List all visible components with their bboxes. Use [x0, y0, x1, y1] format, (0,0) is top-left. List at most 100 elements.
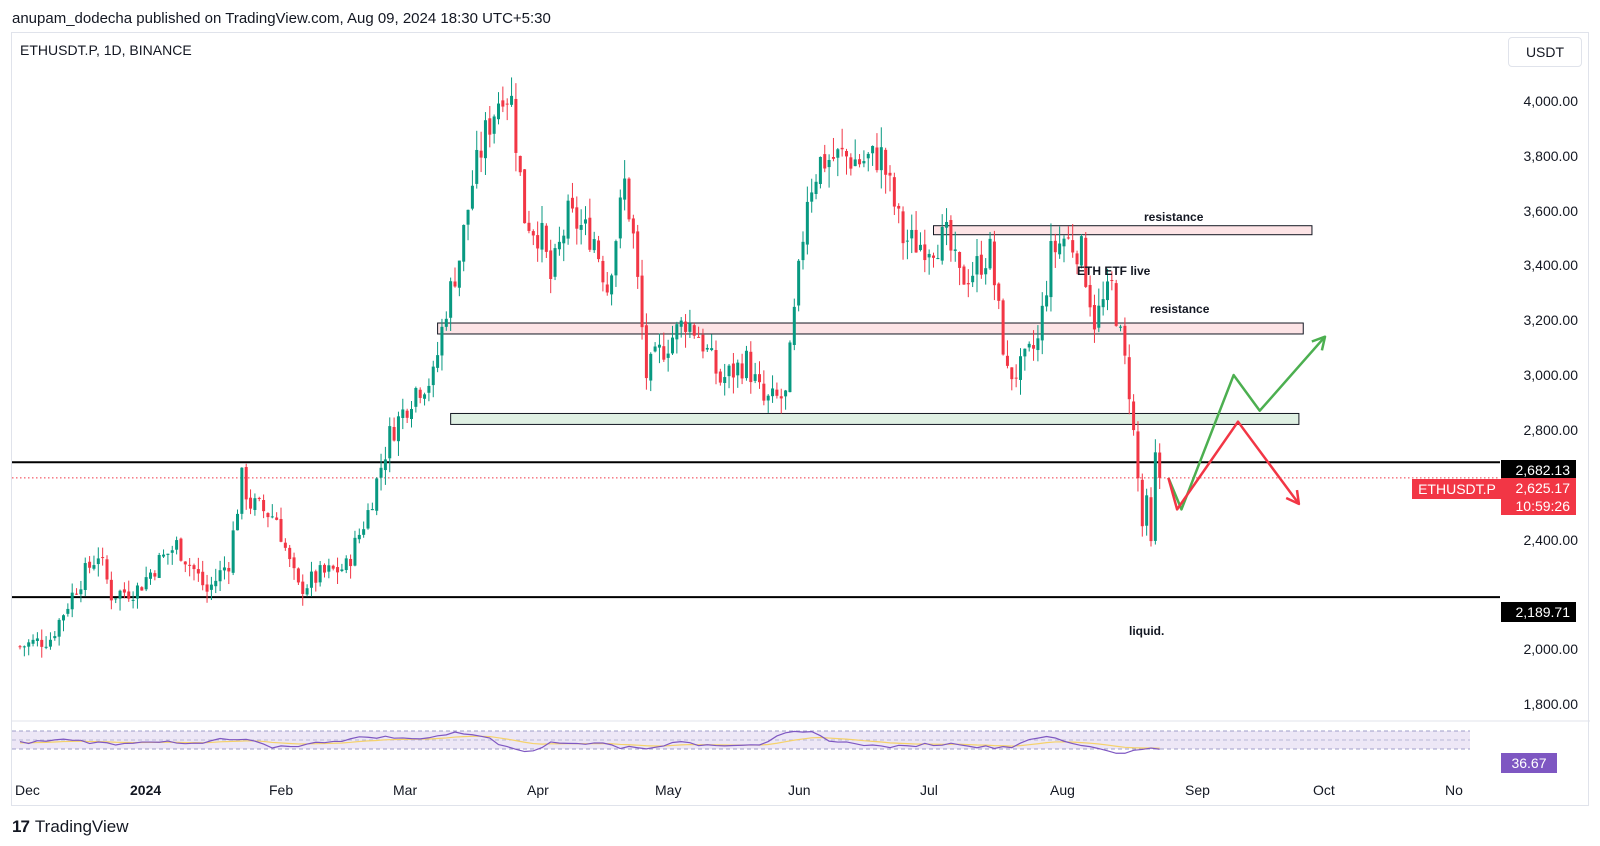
candle-body [135, 585, 139, 599]
candle-body [871, 145, 875, 154]
candle-body [153, 573, 157, 577]
candle-body [88, 561, 92, 568]
candle-body [1027, 343, 1031, 348]
y-tick-label: 3,400.00 [1523, 257, 1579, 274]
candle-body [731, 363, 735, 378]
candle-body [971, 275, 975, 283]
candle-body [1088, 284, 1092, 308]
candle-body [483, 120, 487, 159]
candle-body [884, 149, 888, 175]
red-projection-path [1167, 420, 1300, 511]
candle-body [70, 592, 74, 610]
candle-body [775, 389, 779, 396]
candle-body [579, 224, 583, 230]
candle-body [118, 590, 122, 599]
candle-body [1040, 305, 1044, 341]
candle-body [1010, 367, 1014, 380]
candle-body [127, 591, 131, 599]
candle-body [953, 249, 957, 251]
candle-body [831, 157, 835, 159]
resistance-label-mid: resistance [1150, 302, 1210, 316]
symbol-price-tag: ETHUSDT.P [1412, 479, 1502, 499]
candle-body [427, 385, 431, 393]
candle-body [470, 185, 474, 209]
candle-body [666, 353, 670, 358]
candle-body [83, 563, 87, 590]
candle-body [501, 100, 505, 107]
candle-body [57, 619, 61, 637]
candle-body [566, 200, 570, 239]
x-tick-label: Oct [1313, 782, 1335, 798]
x-tick-label: Feb [269, 782, 294, 798]
candle-body [410, 408, 413, 420]
candle-body [370, 509, 374, 511]
candle-body [109, 579, 113, 601]
candle-body [897, 205, 901, 209]
candle-body [431, 366, 435, 386]
candle-body [640, 275, 644, 328]
candle-body [149, 572, 152, 579]
candle-body [257, 497, 261, 499]
candle-body [718, 371, 722, 383]
candle-body [436, 355, 440, 368]
candle-body [492, 116, 496, 134]
candle-body [649, 353, 653, 381]
candle-body [940, 226, 944, 261]
candle-body [932, 255, 935, 258]
candle-body [592, 239, 596, 251]
candle-body [705, 347, 709, 350]
candle-body [1062, 238, 1066, 247]
candle-body [1019, 356, 1022, 380]
candle-body [562, 235, 566, 244]
candle-body [901, 211, 905, 244]
candle-body [814, 181, 818, 194]
candle-body [749, 351, 753, 383]
candle-body [327, 565, 331, 572]
candle-body [349, 558, 353, 567]
candle-body [1066, 237, 1070, 239]
candle-body [314, 571, 318, 583]
currency-button[interactable]: USDT [1508, 37, 1582, 67]
candle-body [331, 565, 335, 569]
candle-body [570, 197, 574, 209]
tradingview-logo[interactable]: 17 TradingView [12, 817, 128, 837]
candle-body [440, 326, 444, 356]
candle-body [131, 599, 135, 601]
candle-body [423, 394, 427, 399]
candle-body [92, 565, 96, 569]
candle-body [114, 598, 118, 600]
candle-body [296, 568, 300, 583]
candle-body [701, 334, 705, 352]
candle-body [979, 254, 983, 275]
candle-body [475, 149, 479, 184]
candle-body [779, 396, 783, 399]
candle-body [227, 567, 231, 572]
candle-body [1053, 240, 1057, 253]
rsi-value-tag: 36.67 [1501, 753, 1557, 773]
candle-body [205, 584, 209, 592]
candle-body [662, 346, 666, 360]
candle-body [1071, 240, 1075, 253]
green-projection-path [1167, 335, 1326, 511]
candle-body [266, 513, 270, 518]
candle-body [253, 498, 257, 510]
candle-body [1058, 243, 1062, 255]
candle-body [383, 459, 387, 471]
candle-body [488, 118, 492, 135]
symbol-info[interactable]: ETHUSDT.P, 1D, BINANCE [20, 42, 192, 58]
tradingview-logo-icon: 17 [12, 817, 30, 836]
candle-body [144, 577, 148, 590]
candle-body [614, 241, 618, 276]
candle-body [40, 639, 44, 647]
candle-body [449, 281, 453, 318]
candle-body [527, 222, 531, 231]
candle-body [175, 540, 179, 550]
candle-body [914, 229, 918, 253]
candle-body [1032, 345, 1036, 349]
candle-body [518, 155, 522, 173]
candle-body [544, 225, 548, 252]
lower-line-price-tag: 2,189.71 [1501, 602, 1576, 622]
candle-body [231, 530, 235, 573]
resistance-zone-0 [933, 225, 1313, 236]
